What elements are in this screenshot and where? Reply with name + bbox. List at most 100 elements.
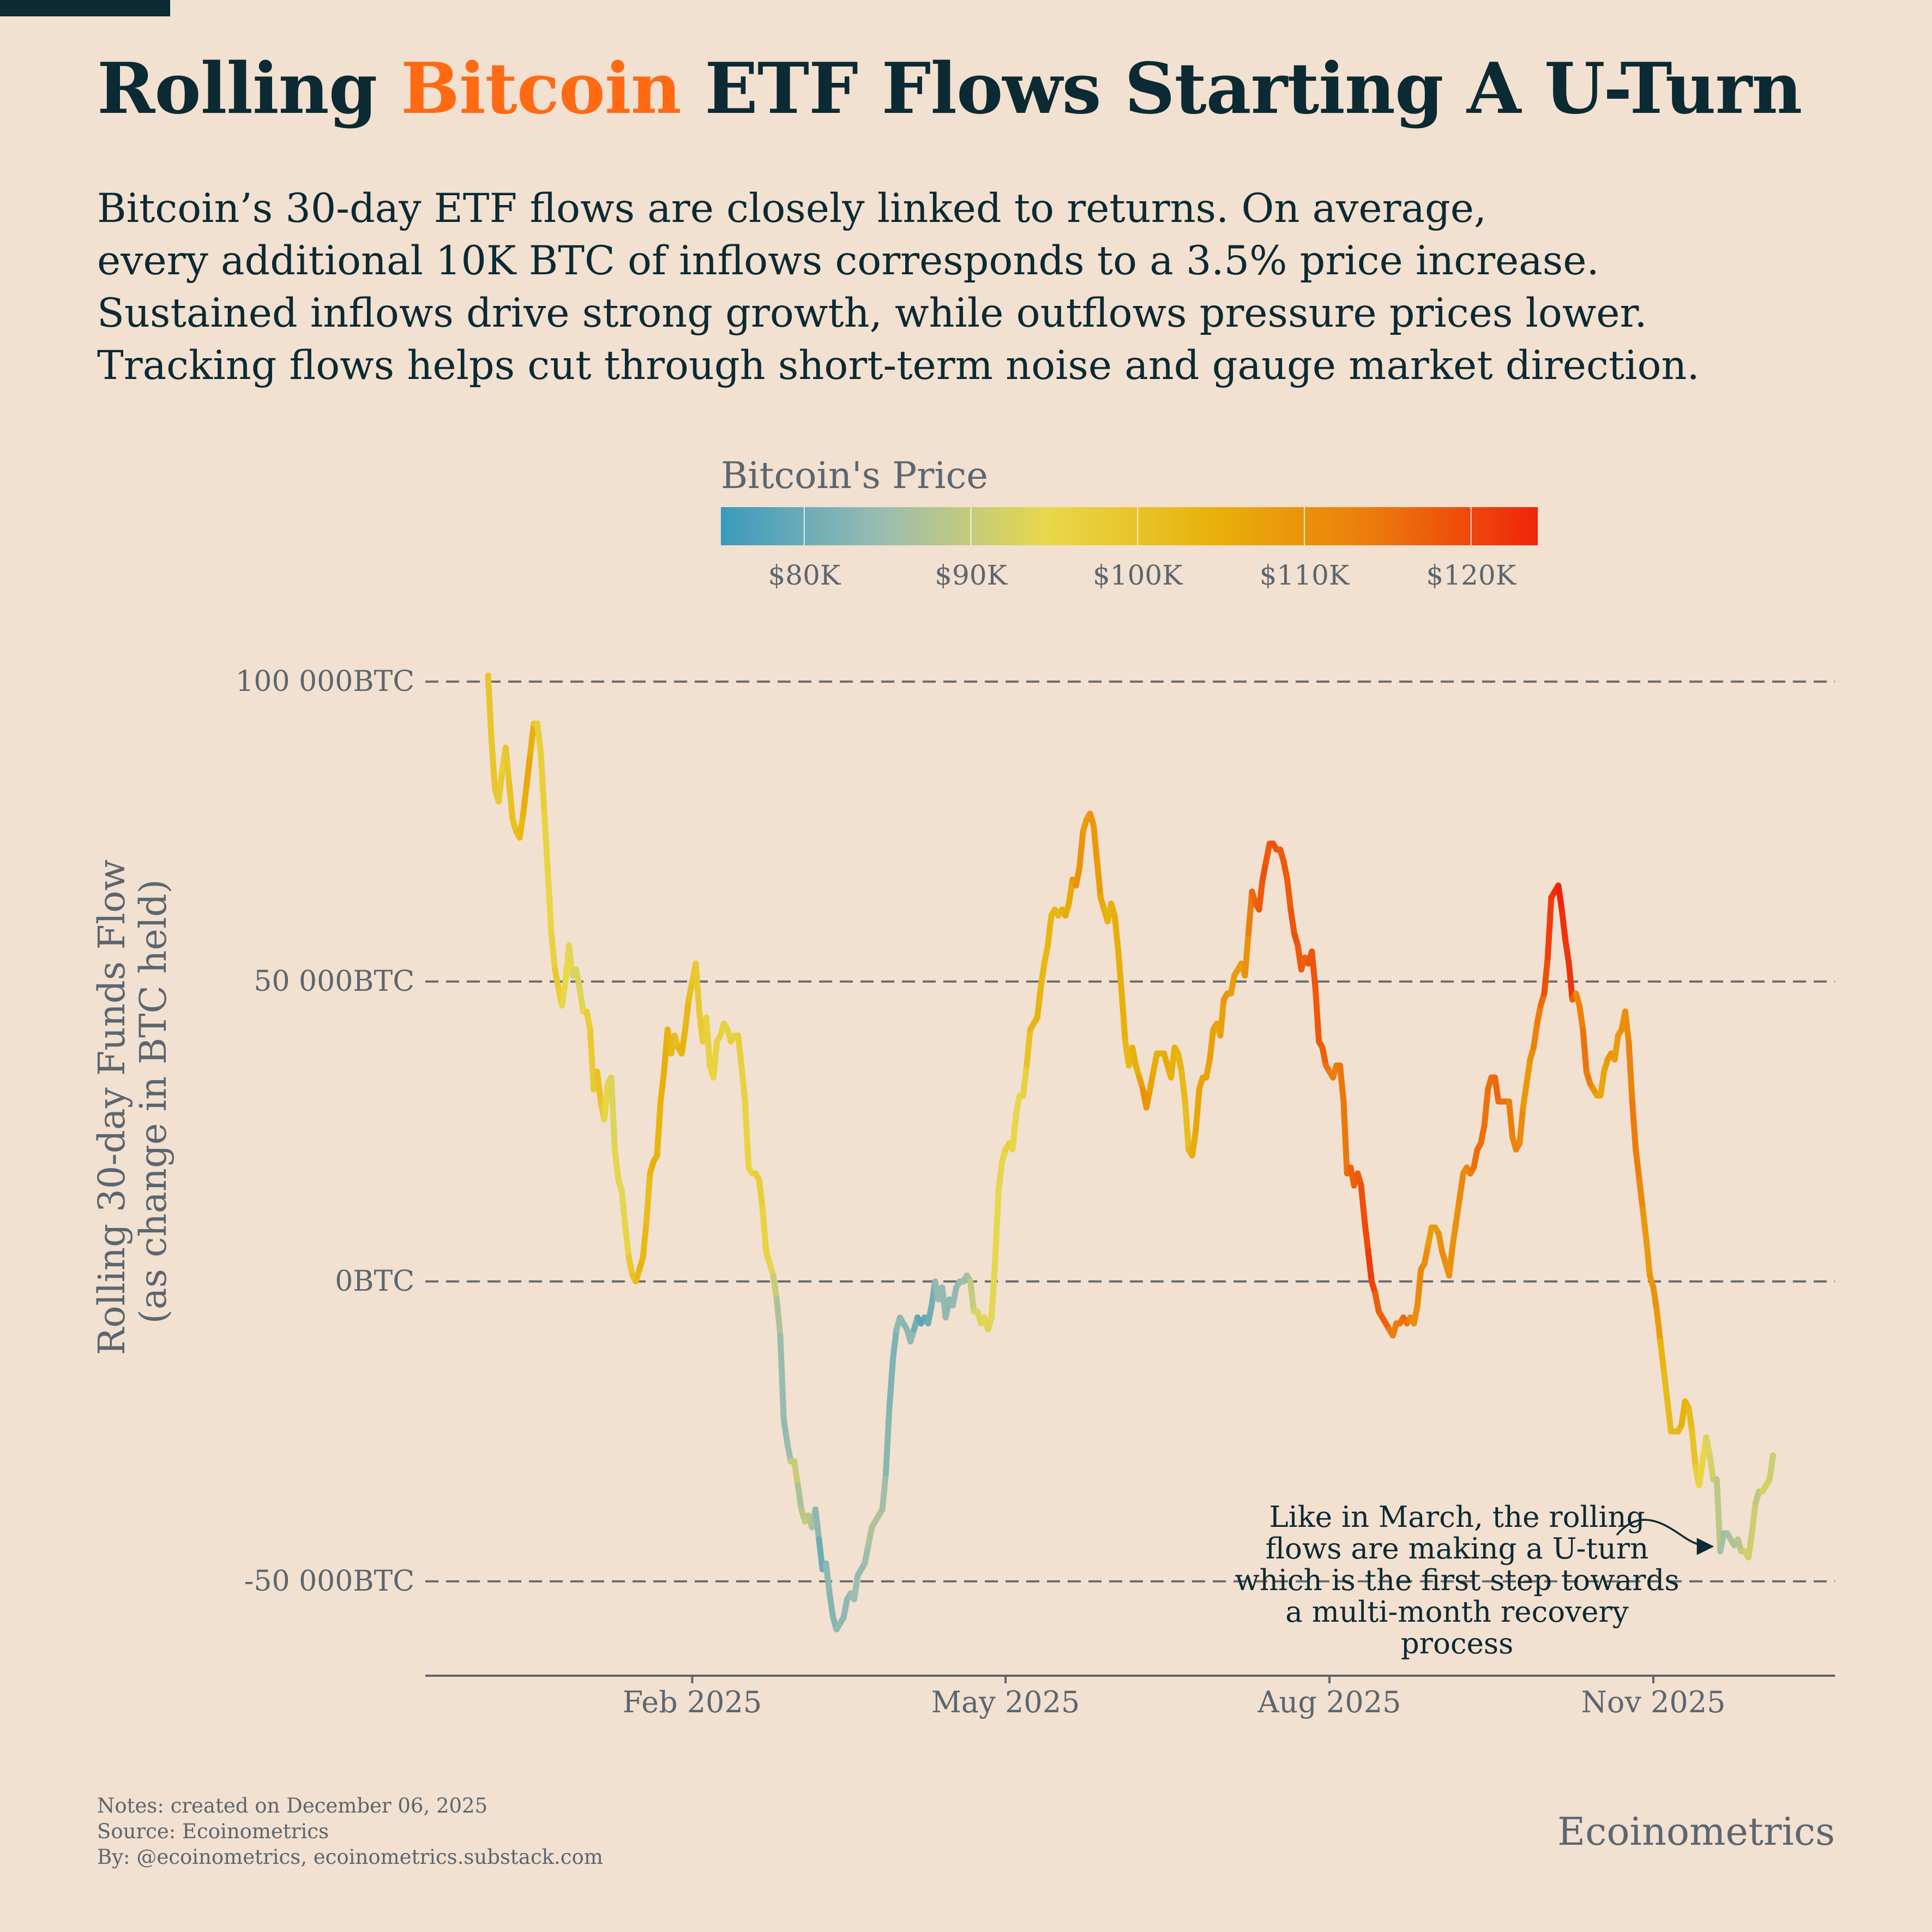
y-tick-label: 100 000BTC <box>236 665 414 698</box>
flow-line-segment <box>1094 858 1104 901</box>
flow-line-segment <box>1203 1056 1213 1081</box>
flow-line-segment <box>967 1278 977 1315</box>
flow-line-segment <box>534 720 544 757</box>
flow-line <box>485 672 1776 1633</box>
flow-line-segment <box>583 1008 593 1033</box>
flow-line-segment <box>1703 1434 1713 1459</box>
title-part-1: Rolling <box>97 48 401 130</box>
flow-line-segment <box>1611 1032 1621 1063</box>
flow-line-segment <box>826 1590 836 1621</box>
flow-line-segment <box>1189 1128 1199 1159</box>
flow-line-segment <box>791 1458 801 1489</box>
flow-line-segment <box>1337 1062 1347 1105</box>
flow-line-segment <box>1717 1530 1727 1555</box>
flow-line-segment <box>1506 1098 1516 1141</box>
flow-line-segment <box>1640 1206 1650 1243</box>
y-tick-label: 0BTC <box>335 1265 414 1298</box>
flow-line-segment <box>495 768 505 805</box>
y-axis-label-line-1: Rolling 30-day Funds Flow <box>91 859 133 1355</box>
flow-line-segment <box>1147 1068 1157 1093</box>
flow-line-segment <box>883 1404 893 1477</box>
flow-line-segment <box>1657 1338 1667 1375</box>
flow-line-segment <box>1566 960 1575 1003</box>
colorbar-tick-label: $110K <box>1260 559 1350 591</box>
flow-line-segment <box>738 1062 748 1105</box>
annotation-line: a multi-month recovery <box>1285 1596 1628 1629</box>
flow-line-segment <box>1633 1146 1642 1183</box>
footer-notes: Notes: created on December 06, 2025 Sour… <box>97 1793 603 1870</box>
flow-line-segment <box>1111 912 1122 955</box>
x-tick-label: Nov 2025 <box>1581 1685 1726 1719</box>
flow-line-segment <box>1414 1266 1424 1309</box>
flow-line-segment <box>1284 876 1294 913</box>
flow-line-segment <box>640 1218 649 1261</box>
flow-line-segment <box>1446 1242 1456 1279</box>
y-axis-ticks: 100 000BTC 50 000BTC 0BTC -50 000BTC <box>236 665 414 1598</box>
x-tick-label: Feb 2025 <box>623 1685 762 1719</box>
flow-line-segment <box>1421 1242 1431 1267</box>
flow-line-segment <box>1544 894 1555 961</box>
flow-line-segment <box>1362 1218 1371 1255</box>
flow-line-segment <box>506 780 516 823</box>
flow-line-segment <box>1745 1530 1755 1561</box>
flow-line-segment <box>1312 984 1322 1045</box>
flow-line-segment <box>1449 1218 1459 1249</box>
flow-line-segment <box>1115 948 1125 997</box>
flow-line-segment <box>541 810 551 877</box>
flow-line-segment <box>1629 1098 1639 1153</box>
flow-line-segment <box>1217 996 1227 1039</box>
flow-line-segment <box>1309 948 1319 991</box>
flow-line-segment <box>1492 1074 1502 1105</box>
flow-line-segment <box>1020 1062 1030 1099</box>
flow-line-segment <box>1555 882 1565 913</box>
flow-line-segment <box>1541 954 1551 997</box>
y-tick-label: 50 000BTC <box>254 965 414 998</box>
flow-line-segment <box>594 1068 604 1105</box>
annotation-line: process <box>1401 1627 1514 1660</box>
colorbar-gradient <box>721 507 1538 545</box>
annotation-text: Like in March, the rolling flows are maki… <box>1235 1501 1679 1660</box>
flow-line-segment <box>1340 1098 1350 1177</box>
price-colorbar: Bitcoin's Price $80K $90K $100K $110K $120K <box>721 454 1538 591</box>
x-tick-label: Aug 2025 <box>1257 1685 1401 1719</box>
flow-line-segment <box>1686 1404 1695 1435</box>
flow-line-segment <box>1425 1224 1435 1249</box>
flow-line-segment <box>1287 906 1297 937</box>
flow-line-segment <box>611 1146 622 1183</box>
flow-line-segment <box>992 1188 1002 1267</box>
y-axis-label: Rolling 30-day Funds Flow (as change in … <box>91 848 174 1356</box>
flow-line-segment <box>773 1296 784 1339</box>
flow-line-segment <box>1168 1044 1178 1081</box>
flow-line-segment <box>576 984 586 1015</box>
flow-line-segment <box>1150 1050 1160 1075</box>
flow-line-segment <box>1471 1146 1480 1171</box>
flow-line-segment <box>682 996 692 1033</box>
flow-line-segment <box>1280 858 1291 883</box>
colorbar-title: Bitcoin's Price <box>721 454 988 497</box>
flow-line-segment <box>1643 1236 1653 1279</box>
flow-line-segment <box>1626 1038 1635 1105</box>
flow-line-segment <box>1766 1452 1776 1483</box>
flow-line-segment <box>1622 1008 1632 1045</box>
subtitle-line: every additional 10K BTC of inflows corr… <box>97 238 1599 284</box>
flow-line-segment <box>1706 1452 1717 1483</box>
annotation-line: flows are making a U-turn <box>1266 1532 1649 1566</box>
flow-line-segment <box>760 1206 769 1255</box>
flow-line-segment <box>735 1032 745 1069</box>
flow-line-segment <box>1558 906 1569 943</box>
flow-line-segment <box>489 738 498 793</box>
x-axis-ticks: Feb 2025 May 2025 Aug 2025 Nov 2025 <box>623 1676 1726 1719</box>
flow-line-segment <box>1534 1002 1544 1027</box>
flow-line-segment <box>548 930 558 973</box>
flow-line-segment <box>643 1170 653 1225</box>
flow-line-segment <box>654 1098 664 1159</box>
flow-line-segment <box>485 672 495 745</box>
annotation-line: which is the first step towards <box>1235 1564 1679 1597</box>
flow-line-segment <box>1129 1044 1139 1069</box>
flow-line-segment <box>1749 1500 1759 1537</box>
corner-accent-bar <box>0 0 170 16</box>
flow-line-segment <box>890 1326 900 1363</box>
flow-line-segment <box>538 750 547 817</box>
flow-line-segment <box>1689 1428 1699 1471</box>
flow-line-segment <box>1013 1092 1023 1117</box>
